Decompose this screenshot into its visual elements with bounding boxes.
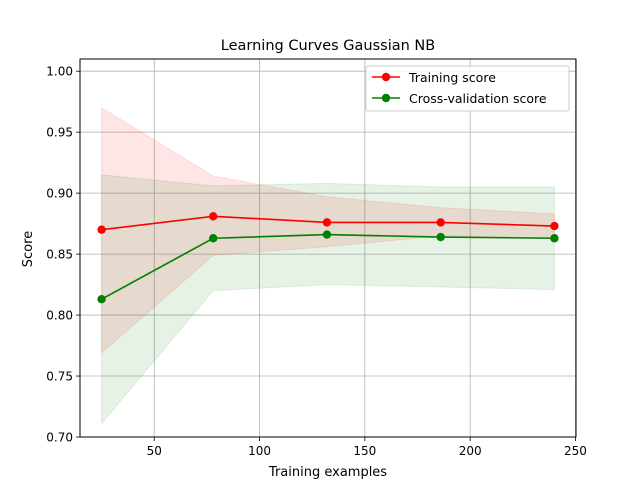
legend-cv-marker <box>381 93 391 103</box>
cv-score-point <box>209 234 218 243</box>
legend-training-label: Training score <box>408 70 496 85</box>
grid-lines <box>80 59 576 438</box>
plot-frame <box>79 58 577 438</box>
training-score-point <box>436 218 445 227</box>
y-tick-label: 0.80 <box>46 309 73 323</box>
x-tick-label: 150 <box>353 444 376 458</box>
legend-cv-label: Cross-validation score <box>409 91 547 106</box>
legend-training-marker <box>381 72 391 82</box>
x-axis-label: Training examples <box>268 465 387 480</box>
chart-title: Learning Curves Gaussian NB <box>221 38 435 54</box>
y-tick-label: 0.70 <box>46 431 73 445</box>
training-score-point <box>550 221 559 231</box>
cv-score-point <box>322 230 332 239</box>
cv-score-point <box>97 295 106 304</box>
cv-score-point <box>550 234 559 243</box>
y-tick-label: 0.95 <box>46 126 73 140</box>
training-score-point <box>322 218 332 227</box>
x-tick-label: 250 <box>564 444 587 458</box>
legend: Training score Cross-validation score <box>365 65 570 112</box>
x-tick-label: 50 <box>147 444 162 458</box>
y-tick-label: 0.75 <box>46 370 73 384</box>
training-score-point <box>97 225 106 234</box>
y-axis-label: Score <box>21 231 36 267</box>
training-score-point <box>209 212 218 221</box>
cv-score-point <box>436 232 445 242</box>
y-tick-label: 1.00 <box>46 65 73 79</box>
x-tick-label: 100 <box>248 444 271 458</box>
y-tick-label: 0.90 <box>46 187 73 201</box>
legend-box <box>365 65 570 112</box>
x-tick-label: 200 <box>459 444 482 458</box>
y-tick-label: 0.85 <box>46 248 73 262</box>
axis-ticks: 50 100 150 200 250 0.70 0.75 0.80 0.85 0.90 0.95 1.… <box>46 65 587 458</box>
score-lines <box>97 212 559 304</box>
